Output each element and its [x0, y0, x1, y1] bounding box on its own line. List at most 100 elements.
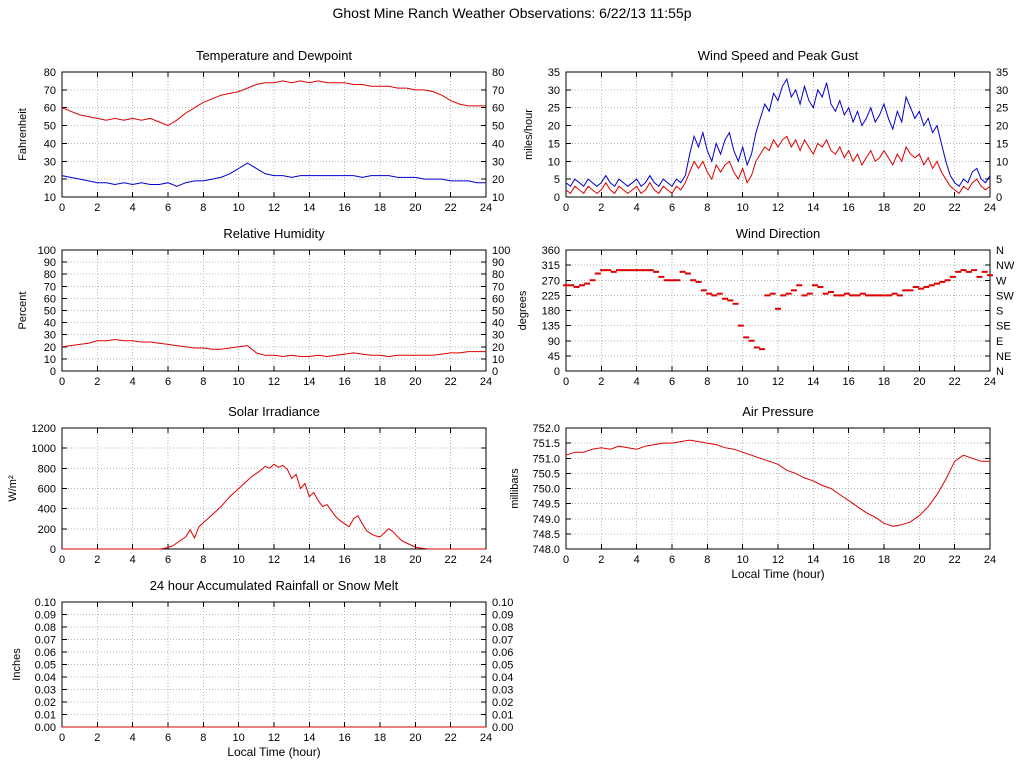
x-tick-label: 18: [374, 732, 386, 744]
y-tick-label-right: 60: [492, 293, 504, 305]
series-dewpoint: [61, 162, 486, 187]
x-tick-label: 20: [409, 732, 421, 744]
x-tick-label: 0: [59, 202, 65, 214]
y-axis-label: millibars: [509, 468, 521, 509]
y-tick-label-right: 80: [492, 67, 504, 79]
y-tick-label: 70: [44, 281, 56, 293]
x-tick-label: 14: [807, 554, 819, 566]
y-tick-label-right: 15: [996, 138, 1008, 150]
y-tick-label-right: 20: [996, 121, 1008, 133]
y-tick-label-right: 0.01: [492, 710, 513, 722]
y-tick-label-right: 10: [492, 192, 504, 204]
y-tick-label: 0.05: [35, 660, 56, 672]
y-tick-label: 10: [44, 192, 56, 204]
series-relative-humidity: [61, 338, 486, 358]
x-tick-label: 20: [409, 202, 421, 214]
y-tick-label-right: 30: [492, 156, 504, 168]
series-temperature: [61, 80, 486, 127]
page-title: Ghost Mine Ranch Weather Observations: 6…: [332, 5, 692, 21]
x-tick-label: 0: [59, 732, 65, 744]
x-tick-label: 2: [94, 376, 100, 388]
series-air-pressure: [565, 439, 990, 527]
x-tick-label: 14: [807, 202, 819, 214]
y-tick-label-right: 0.09: [492, 610, 513, 622]
x-tick-label: 16: [339, 554, 351, 566]
x-tick-label: 14: [807, 376, 819, 388]
x-tick-label: 10: [737, 376, 749, 388]
y-tick-label: 0.04: [35, 672, 56, 684]
y-tick-label: 50: [44, 306, 56, 318]
wind-direction-points: [563, 269, 993, 351]
x-tick-label: 2: [598, 554, 604, 566]
series-wind-speed: [565, 135, 991, 195]
x-tick-label: 4: [634, 376, 640, 388]
y-tick-label: 751.0: [532, 453, 560, 465]
y-tick-label: 90: [44, 257, 56, 269]
y-tick-label: 0.07: [35, 635, 56, 647]
y-tick-label-right: 30: [492, 330, 504, 342]
x-axis-label: Local Time (hour): [731, 567, 824, 581]
plot-frame: [61, 71, 487, 198]
y-tick-label: 750.5: [532, 468, 560, 480]
y-tick-label: 0.01: [35, 710, 56, 722]
x-tick-label: 8: [200, 202, 206, 214]
y-tick-label: 749.5: [532, 499, 560, 511]
y-tick-label: 80: [44, 67, 56, 79]
x-tick-label: 6: [165, 554, 171, 566]
y-tick-label-right: 40: [492, 138, 504, 150]
chart-title: Temperature and Dewpoint: [196, 48, 352, 63]
y-tick-label-right: E: [996, 336, 1003, 348]
x-tick-label: 24: [480, 554, 492, 566]
y-tick-label: 10: [44, 354, 56, 366]
x-tick-label: 20: [913, 554, 925, 566]
y-tick-label: 200: [38, 524, 56, 536]
x-tick-label: 6: [165, 202, 171, 214]
gridlines: [566, 250, 990, 371]
x-tick-label: 24: [984, 202, 996, 214]
chart-title: Solar Irradiance: [228, 404, 320, 419]
y-tick-label: 60: [44, 103, 56, 115]
x-tick-label: 2: [94, 554, 100, 566]
x-tick-label: 8: [200, 732, 206, 744]
y-tick-label: 70: [44, 85, 56, 97]
x-tick-label: 16: [339, 732, 351, 744]
x-tick-label: 24: [984, 554, 996, 566]
chart-solar: 0 2 4 6 8 10 12 14 16 18 20 22 240200400600800100012…: [7, 404, 492, 566]
x-tick-label: 16: [339, 376, 351, 388]
y-tick-label: 0: [554, 366, 560, 378]
y-tick-label-right: 50: [492, 121, 504, 133]
y-tick-label: 80: [44, 269, 56, 281]
x-tick-label: 22: [445, 202, 457, 214]
x-tick-label: 22: [949, 376, 961, 388]
x-tick-label: 12: [268, 376, 280, 388]
chart-title: Wind Direction: [736, 226, 821, 241]
y-tick-label-right: 25: [996, 103, 1008, 115]
y-tick-label: 0.10: [35, 597, 56, 609]
y-tick-label: 30: [548, 85, 560, 97]
y-tick-label: 748.5: [532, 529, 560, 541]
y-axis-label: Fahrenheit: [17, 108, 29, 161]
y-tick-label: 40: [44, 138, 56, 150]
y-tick-label: 45: [548, 351, 560, 363]
x-tick-label: 10: [233, 554, 245, 566]
y-axis-label: degrees: [517, 290, 529, 330]
x-tick-label: 4: [634, 554, 640, 566]
y-tick-label: 40: [44, 318, 56, 330]
x-tick-label: 18: [878, 376, 890, 388]
x-tick-label: 6: [669, 554, 675, 566]
y-tick-label-right: 0.04: [492, 672, 513, 684]
x-tick-label: 18: [374, 554, 386, 566]
gridlines: [62, 250, 486, 371]
y-tick-label: 0.08: [35, 622, 56, 634]
y-axis-label: Percent: [17, 292, 29, 330]
x-tick-label: 22: [949, 554, 961, 566]
x-tick-label: 2: [598, 202, 604, 214]
y-tick-label-right: 90: [492, 257, 504, 269]
y-tick-label-right: 20: [492, 174, 504, 186]
y-tick-label: 315: [542, 260, 560, 272]
chart-title: Wind Speed and Peak Gust: [698, 48, 859, 63]
y-tick-label: 270: [542, 275, 560, 287]
x-tick-label: 8: [200, 554, 206, 566]
y-tick-label-right: 0: [996, 192, 1002, 204]
